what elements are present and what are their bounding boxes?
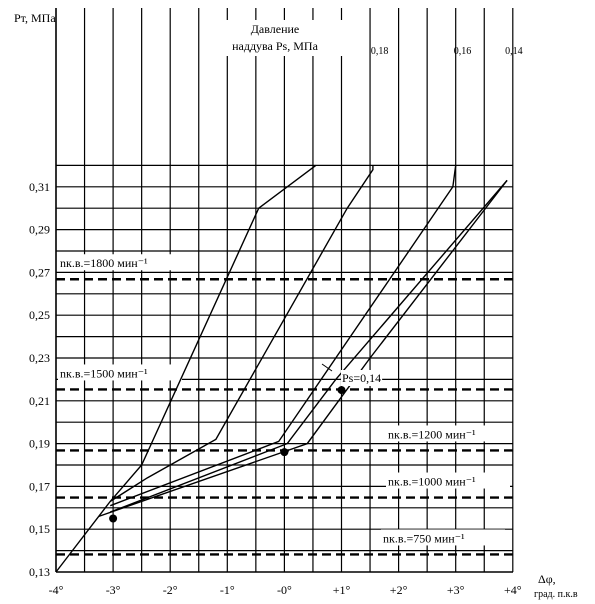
y-tick-label: 0,25 [29, 308, 50, 322]
y-axis-label: Pт, МПа [14, 11, 56, 25]
legend-title-line2: наддува Ps, МПа [232, 39, 318, 53]
series-line [55, 164, 317, 573]
labels: Pт, МПа Δφ, град. п.к.в Давление наддува… [14, 11, 578, 600]
x-tick-label: -0° [277, 583, 292, 597]
data-point [109, 514, 118, 523]
y-tick-label: 0,27 [29, 265, 50, 279]
series-label: 0,18 [371, 46, 389, 57]
series-label: 0,16 [454, 46, 472, 57]
data-point [280, 448, 289, 457]
reference-lines: nк.в.=1800 мин⁻¹ nк.в.=1500 мин⁻¹ nк.в.=12… [56, 254, 513, 556]
reference-label-bg [386, 425, 510, 442]
markers [109, 386, 346, 523]
x-tick-label: -3° [106, 583, 121, 597]
ps-annotation: Ps=0,14 [342, 371, 381, 385]
y-tick-label: 0,29 [29, 223, 50, 237]
series-line [109, 165, 457, 507]
data-point [337, 386, 346, 395]
legend-title-bg [200, 20, 350, 56]
y-tick-label: 0,31 [29, 180, 50, 194]
y-tick-label: 0,13 [29, 565, 50, 579]
x-tick-label: +3° [447, 583, 465, 597]
x-axis-label-line1: Δφ, [538, 572, 556, 586]
y-tick-label: 0,21 [29, 394, 50, 408]
x-axis-label-line2: град. п.к.в [534, 589, 578, 600]
axes: 0,13 0,15 0,17 0,19 0,21 0,23 0,25 0,27 0,29 0,31… [29, 8, 522, 597]
reference-label-bg [58, 254, 182, 271]
reference-label: nк.в.=1500 мин⁻¹ [60, 366, 148, 380]
y-tick-label: 0,23 [29, 351, 50, 365]
series-lines: 0,200,180,160,14 [55, 46, 523, 573]
x-tick-label: -4° [49, 583, 64, 597]
y-tick-label: 0,19 [29, 437, 50, 451]
reference-label-bg [58, 364, 182, 381]
x-tick-label: +2° [390, 583, 408, 597]
series-label: 0,14 [505, 46, 522, 57]
legend-title-line1: Давление [251, 22, 300, 36]
reference-label: nк.в.=1000 мин⁻¹ [388, 475, 476, 489]
ps-annotation-leader [321, 363, 333, 372]
x-tick-label: +4° [504, 583, 522, 597]
x-tick-label: -1° [220, 583, 235, 597]
ps-annotation-bg [341, 370, 383, 386]
reference-label: nк.в.=750 мин⁻¹ [383, 531, 465, 545]
reference-label-bg [386, 472, 510, 489]
reference-label: nк.в.=1200 мин⁻¹ [388, 427, 476, 441]
reference-label: nк.в.=1800 мин⁻¹ [60, 256, 148, 270]
reference-label-bg [381, 529, 505, 546]
y-tick-label: 0,17 [29, 479, 50, 493]
series-line [109, 165, 374, 502]
series-line [109, 179, 508, 513]
y-tick-label: 0,15 [29, 522, 50, 536]
x-tick-label: +1° [333, 583, 351, 597]
x-tick-label: -2° [163, 583, 178, 597]
series-line [98, 179, 508, 518]
